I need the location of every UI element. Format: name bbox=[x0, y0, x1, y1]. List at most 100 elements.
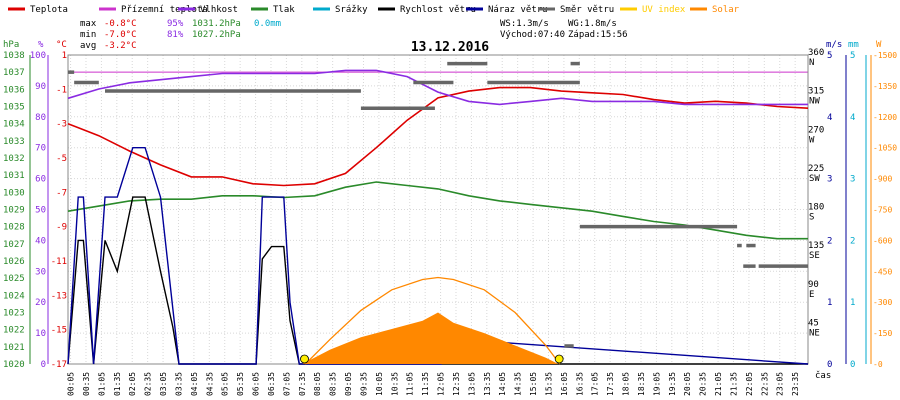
x-tick-label: 12:05 bbox=[437, 372, 446, 396]
direction-compass-label: SE bbox=[809, 251, 820, 261]
x-tick-label: 23:35 bbox=[791, 372, 800, 396]
temperature-tick-label: 1 bbox=[62, 51, 67, 61]
wind-tick-label: 5 bbox=[827, 51, 832, 61]
temperature-tick-label: -3 bbox=[56, 120, 67, 130]
stat-avg-temp: -3.2°C bbox=[104, 41, 137, 51]
rain-tick-label: 2 bbox=[850, 236, 855, 246]
legend-label: Rychlost větru bbox=[400, 5, 476, 15]
x-tick-label: 07:35 bbox=[298, 372, 307, 396]
direction-tick-label: 135 bbox=[808, 241, 824, 251]
stat-max-hum: 95% bbox=[167, 19, 184, 29]
rain-axis-unit: mm bbox=[848, 40, 859, 50]
x-tick-label: 11:35 bbox=[421, 372, 430, 396]
x-tick-label: 22:35 bbox=[760, 372, 769, 396]
x-tick-label: 21:35 bbox=[729, 372, 738, 396]
stat-max-label: max bbox=[80, 19, 97, 29]
humidity-tick-label: 0 bbox=[41, 360, 46, 370]
direction-compass-label: E bbox=[809, 290, 814, 300]
x-tick-label: 03:05 bbox=[159, 372, 168, 396]
x-tick-label: 00:05 bbox=[67, 372, 76, 396]
humidity-tick-label: 10 bbox=[35, 329, 46, 339]
rain-tick-label: 4 bbox=[850, 113, 855, 123]
series-solar-max-line bbox=[304, 276, 561, 365]
legend-label: Solar bbox=[712, 5, 740, 15]
x-tick-label: 07:05 bbox=[282, 372, 291, 396]
x-tick-label: 19:05 bbox=[652, 372, 661, 396]
humidity-tick-label: 30 bbox=[35, 267, 46, 277]
temperature-tick-label: -7 bbox=[56, 188, 67, 198]
wind-tick-label: 0 bbox=[827, 360, 832, 370]
sun-marker bbox=[300, 354, 309, 364]
pressure-tick-label: 1023 bbox=[3, 309, 25, 319]
pressure-tick-label: 1036 bbox=[3, 85, 25, 95]
series bbox=[67, 61, 809, 365]
solar-tick-label: -450 bbox=[873, 267, 892, 276]
pressure-tick-label: 1026 bbox=[3, 257, 25, 267]
x-tick-label: 08:05 bbox=[313, 372, 322, 396]
wind-tick-label: 1 bbox=[827, 298, 832, 308]
stat-max-rain: 0.0mm bbox=[254, 19, 281, 29]
humidity-tick-label: 90 bbox=[35, 82, 46, 92]
direction-tick-label: 315 bbox=[808, 87, 824, 97]
stat-sunrise: Východ:07:40 bbox=[500, 30, 565, 40]
x-tick-label: 01:35 bbox=[113, 372, 122, 396]
wind-tick-label: 3 bbox=[827, 175, 832, 185]
x-tick-label: 13:35 bbox=[483, 372, 492, 396]
x-tick-label: 18:35 bbox=[637, 372, 646, 396]
sun-marker bbox=[554, 354, 564, 364]
direction-compass-label: NW bbox=[809, 97, 820, 107]
temperature-tick-label: -5 bbox=[56, 154, 67, 164]
x-tick-label: 16:05 bbox=[560, 372, 569, 396]
x-tick-label: 05:35 bbox=[236, 372, 245, 396]
solar-tick-label: -750 bbox=[873, 206, 892, 215]
solar-tick-label: -600 bbox=[873, 236, 892, 245]
series-temperature-line bbox=[67, 86, 809, 187]
legend-label: Vlhkost bbox=[200, 5, 238, 15]
x-tick-label: 13:05 bbox=[467, 372, 476, 396]
humidity-tick-label: 60 bbox=[35, 175, 46, 185]
stat-min-hum: 81% bbox=[167, 30, 184, 40]
direction-tick-label: 90 bbox=[808, 280, 819, 290]
rain-tick-label: 1 bbox=[850, 298, 855, 308]
x-tick-label: 16:35 bbox=[575, 372, 584, 396]
x-tick-label: 04:35 bbox=[205, 372, 214, 396]
x-tick-label: 18:05 bbox=[622, 372, 631, 396]
stat-max-press: 1031.2hPa bbox=[192, 19, 241, 29]
direction-tick-label: 225 bbox=[808, 164, 824, 174]
solar-tick-label: -1350 bbox=[873, 82, 897, 91]
pressure-tick-label: 1035 bbox=[3, 103, 25, 113]
legend-label: Směr větru bbox=[560, 5, 614, 15]
legend-label: Srážky bbox=[335, 5, 368, 15]
x-axis-label: čas bbox=[815, 370, 831, 381]
pressure-tick-label: 1021 bbox=[3, 343, 25, 353]
series-humidity-line bbox=[67, 69, 808, 106]
x-tick-label: 01:05 bbox=[97, 372, 106, 396]
direction-tick-label: 180 bbox=[808, 203, 824, 213]
x-tick-label: 21:05 bbox=[714, 372, 723, 396]
direction-tick-label: 45 bbox=[808, 318, 819, 328]
pressure-tick-label: 1022 bbox=[3, 326, 25, 336]
x-tick-label: 06:35 bbox=[267, 372, 276, 396]
direction-compass-label: N bbox=[809, 58, 814, 68]
series-solar-area bbox=[302, 312, 559, 364]
x-tick-label: 09:05 bbox=[344, 372, 353, 396]
humidity-tick-label: 100 bbox=[30, 51, 46, 61]
wind-tick-label: 4 bbox=[827, 113, 832, 123]
legend-label: Teplota bbox=[30, 5, 68, 15]
temperature-tick-label: -1 bbox=[56, 85, 67, 95]
solar-axis-unit: W bbox=[876, 40, 882, 50]
direction-tick-label: 270 bbox=[808, 125, 824, 135]
x-tick-label: 20:35 bbox=[699, 372, 708, 396]
pressure-tick-label: 1033 bbox=[3, 137, 25, 147]
x-tick-label: 02:35 bbox=[144, 372, 153, 396]
stat-max-temp: -0.8°C bbox=[104, 19, 137, 29]
pressure-tick-label: 1038 bbox=[3, 51, 25, 61]
temperature-tick-label: -9 bbox=[56, 223, 67, 233]
temperature-tick-label: -13 bbox=[51, 291, 67, 301]
x-tick-label: 12:35 bbox=[452, 372, 461, 396]
pressure-tick-label: 1025 bbox=[3, 274, 25, 284]
wind-tick-label: 2 bbox=[827, 236, 832, 246]
temperature-tick-label: -11 bbox=[51, 257, 67, 267]
x-tick-label: 17:05 bbox=[591, 372, 600, 396]
